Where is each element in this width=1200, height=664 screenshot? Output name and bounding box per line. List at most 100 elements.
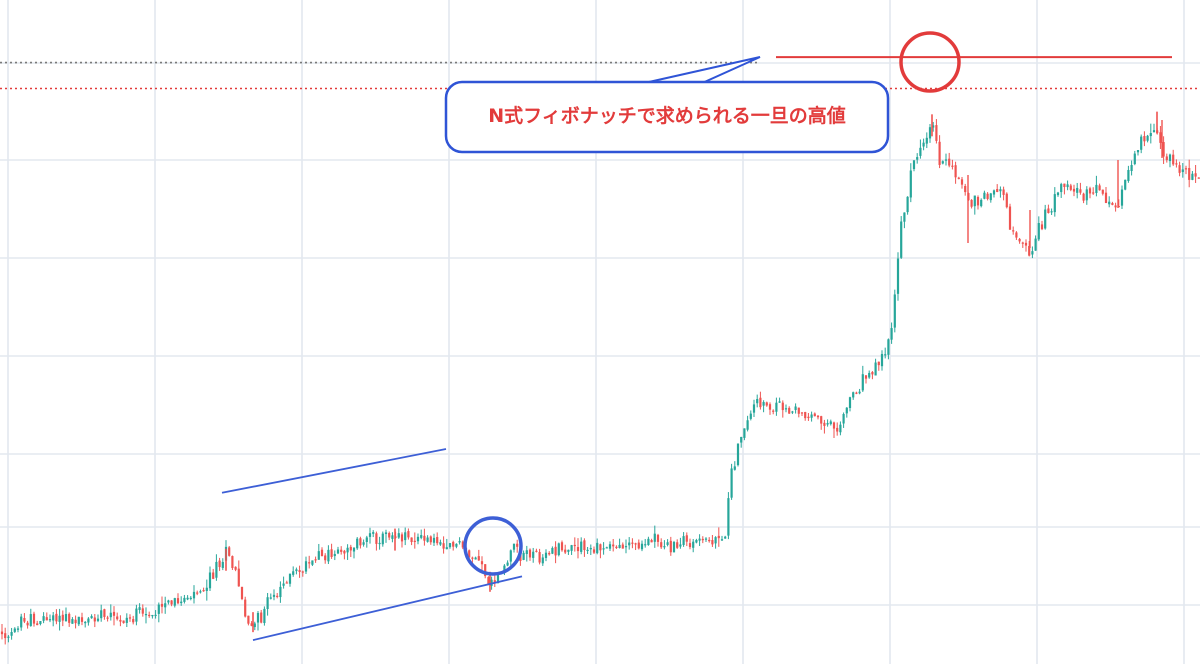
candle-body: [420, 535, 423, 538]
candle-body: [615, 546, 618, 548]
candle-body: [743, 428, 746, 438]
candle-body: [941, 161, 944, 164]
callout: N式フィボナッチで求められる一旦の高値: [444, 56, 890, 154]
candle-body: [93, 617, 96, 622]
candle-body: [848, 397, 852, 409]
candle-body: [183, 597, 186, 602]
candle-body: [122, 620, 125, 624]
candle-body: [650, 540, 653, 543]
candle-body: [426, 537, 429, 542]
candle-body: [871, 372, 874, 375]
candle-body: [42, 616, 45, 621]
candle-body: [829, 421, 832, 425]
candle-body: [116, 616, 119, 620]
candle-body: [468, 550, 471, 558]
candle-body: [189, 597, 192, 600]
candle-body: [727, 498, 730, 536]
candle-body: [960, 179, 964, 185]
candle-body: [778, 401, 781, 403]
candle-body: [362, 542, 365, 545]
candle-body: [916, 157, 919, 160]
candle-body: [1098, 185, 1101, 191]
candle-body: [186, 597, 189, 600]
candle-body: [560, 542, 564, 551]
candle-body: [903, 212, 906, 222]
candle-body: [128, 617, 132, 619]
candle-body: [148, 614, 151, 617]
candle-body: [781, 402, 784, 411]
candle-body: [1076, 187, 1079, 193]
candle-body: [346, 547, 349, 553]
candle-body: [1159, 132, 1162, 143]
candle-body: [343, 550, 346, 554]
candle-body: [1130, 164, 1133, 172]
candle-body: [1002, 189, 1005, 195]
candle-body: [509, 550, 512, 562]
candle-body: [605, 547, 608, 549]
candle-body: [884, 354, 887, 356]
candle-body: [791, 411, 794, 413]
candle-body: [1063, 183, 1066, 188]
candle-body: [496, 572, 500, 584]
candle-body: [1162, 142, 1165, 157]
candle-body: [948, 158, 951, 166]
candle-body: [1056, 192, 1060, 196]
candle-body: [301, 571, 304, 573]
candle-body: [957, 177, 960, 179]
candle-body: [64, 614, 68, 622]
candle-body: [13, 628, 16, 632]
candle-body: [61, 614, 64, 621]
candle-body: [810, 414, 813, 418]
candle-body: [1005, 193, 1008, 208]
candle-body: [461, 541, 464, 548]
candle-body: [445, 547, 448, 550]
candle-body: [484, 564, 487, 577]
candle-body: [938, 141, 941, 165]
candle-body: [544, 552, 548, 558]
candle-body: [756, 399, 759, 404]
candle-body: [1031, 251, 1034, 255]
candle-body: [160, 603, 164, 607]
candle-body: [720, 539, 724, 541]
candle-body: [192, 591, 196, 599]
candle-body: [176, 598, 180, 604]
candle-body: [1133, 153, 1136, 165]
candle-body: [717, 535, 720, 539]
candle-body: [1181, 169, 1184, 173]
candle-body: [839, 424, 842, 433]
candle-body: [36, 623, 39, 626]
candle-body: [202, 590, 205, 592]
candle-body: [900, 221, 903, 258]
candle-body: [1008, 206, 1012, 230]
candle-body: [276, 595, 279, 598]
candle-body: [765, 402, 768, 406]
candle-body: [1172, 154, 1175, 165]
candle-body: [218, 560, 221, 568]
candle-body: [596, 542, 599, 554]
candle-body: [167, 600, 170, 603]
red-circle-marker: [899, 31, 961, 93]
candle-body: [935, 125, 938, 141]
channel-lower-line: [252, 575, 523, 641]
candle-body: [404, 532, 407, 541]
candle-body: [112, 611, 116, 616]
candle-body: [890, 328, 893, 340]
candle-body: [477, 556, 480, 561]
candle-body: [797, 407, 800, 414]
candle-body: [893, 294, 896, 328]
candle-body: [736, 443, 740, 466]
candle-body: [132, 619, 135, 623]
candle-body: [80, 617, 84, 622]
candle-body: [388, 532, 391, 538]
candle-body: [23, 617, 26, 622]
candle-body: [887, 339, 890, 355]
callout-text: N式フィボナッチで求められる一旦の高値: [488, 104, 846, 127]
candle-body: [100, 610, 103, 619]
candle-body: [647, 538, 650, 546]
candle-body: [263, 608, 266, 624]
candle-body: [752, 404, 756, 413]
candle-body: [141, 608, 144, 614]
candle-body: [826, 423, 829, 425]
candle-body: [708, 539, 711, 542]
candle-body: [525, 550, 528, 555]
